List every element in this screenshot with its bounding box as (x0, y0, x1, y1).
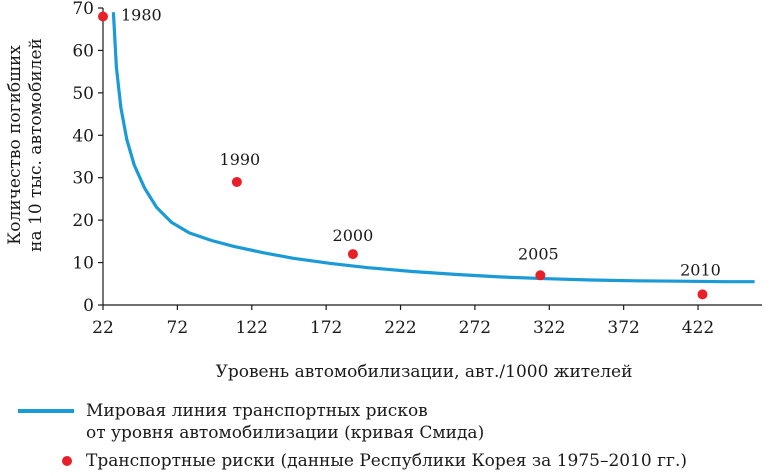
point-label-2005: 2005 (518, 244, 559, 263)
y-tick-label: 10 (72, 254, 94, 274)
x-tick-label: 422 (682, 318, 714, 338)
y-tick-label: 0 (83, 296, 94, 316)
x-axis-title: Уровень автомобилизации, авт./1000 жител… (216, 362, 633, 382)
y-axis-title-line2: на 10 тыс. автомобилей (26, 38, 46, 252)
data-point-2010 (697, 289, 708, 300)
x-tick-label: 122 (236, 318, 268, 338)
legend: Мировая линия транспортных рисков от уро… (18, 400, 778, 472)
x-tick-label: 72 (167, 318, 189, 338)
y-axis-title: Количество погибших на 10 тыс. автомобил… (5, 38, 46, 252)
legend-curve-text: Мировая линия транспортных рисков от уро… (86, 400, 484, 444)
y-tick-label: 20 (72, 211, 94, 231)
x-ticks: 22 72 122 172 222 272 322 372 422 (92, 305, 714, 338)
y-axis-title-line1: Количество погибших (5, 45, 25, 245)
legend-curve-line2: от уровня автомобилизации (кривая Смида) (86, 423, 485, 443)
y-tick-label: 30 (72, 169, 94, 189)
legend-dot-icon (62, 456, 72, 466)
legend-points-text: Транспортные риски (данные Республики Ко… (86, 451, 688, 471)
smeed-curve (111, 12, 755, 284)
x-tick-label: 222 (384, 318, 416, 338)
data-point-1990 (231, 176, 242, 187)
legend-item-curve: Мировая линия транспортных рисков от уро… (18, 400, 778, 444)
y-tick-label: 70 (72, 0, 94, 19)
legend-curve-line1: Мировая линия транспортных рисков (86, 401, 428, 421)
legend-dot-swatch (18, 450, 74, 472)
y-tick-label: 50 (72, 84, 94, 104)
point-label-1990: 1990 (220, 150, 261, 169)
x-tick-label: 172 (310, 318, 342, 338)
x-tick-label: 22 (92, 318, 114, 338)
point-label-2010: 2010 (680, 260, 721, 279)
x-tick-label: 272 (459, 318, 491, 338)
gridless-plot-area: 0 10 20 30 40 50 60 70 22 72 122 172 222 272 322 372 42… (72, 0, 762, 338)
data-point-2000 (347, 249, 358, 260)
x-tick-label: 322 (533, 318, 565, 338)
data-point-2005 (535, 270, 546, 281)
y-tick-label: 40 (72, 126, 94, 146)
point-labels: 1980 1990 2000 2005 2010 (121, 5, 721, 279)
y-ticks: 0 10 20 30 40 50 60 70 (72, 0, 103, 316)
legend-line-swatch (18, 409, 74, 413)
data-points (98, 11, 708, 300)
data-point-1980 (98, 11, 108, 22)
legend-item-points: Транспортные риски (данные Республики Ко… (18, 450, 778, 472)
chart: 0 10 20 30 40 50 60 70 22 72 122 172 222 272 322 372 42… (5, 0, 762, 382)
x-tick-label: 372 (607, 318, 639, 338)
y-tick-label: 60 (72, 41, 94, 61)
point-label-1980: 1980 (121, 5, 162, 24)
point-label-2000: 2000 (333, 226, 374, 245)
